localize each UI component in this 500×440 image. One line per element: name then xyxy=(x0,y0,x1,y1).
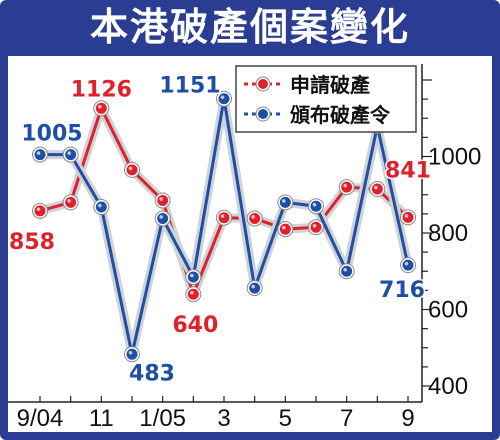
data-point xyxy=(126,164,138,176)
point-highlight xyxy=(98,203,102,208)
data-label: 858 xyxy=(9,230,55,255)
point-highlight xyxy=(282,225,286,230)
data-point xyxy=(34,205,46,217)
point-highlight xyxy=(343,267,347,272)
point-highlight xyxy=(374,185,378,190)
data-point xyxy=(95,102,107,114)
point-highlight xyxy=(67,199,71,203)
data-point xyxy=(187,271,199,283)
legend-marker xyxy=(258,109,268,119)
data-label: 640 xyxy=(172,313,218,338)
legend-label: 頒布破產令 xyxy=(289,103,391,127)
legend-label: 申請破產 xyxy=(290,73,370,97)
x-tick-label: 3 xyxy=(217,405,230,432)
point-highlight xyxy=(404,214,409,218)
x-tick-label: 5 xyxy=(279,405,292,432)
legend-box xyxy=(235,65,417,133)
data-label: 716 xyxy=(379,278,425,303)
point-highlight xyxy=(128,350,133,355)
point-highlight xyxy=(190,290,194,295)
point-highlight xyxy=(36,151,41,155)
x-tick-label: 1/05 xyxy=(139,405,186,432)
point-highlight xyxy=(251,284,255,289)
point-highlight xyxy=(220,214,225,218)
chart-title: 本港破產個案變化 xyxy=(89,5,410,49)
data-point xyxy=(218,212,230,224)
data-label: 483 xyxy=(129,361,175,386)
x-tick-label: 11 xyxy=(89,405,114,432)
data-point xyxy=(249,212,261,224)
data-label: 1151 xyxy=(159,74,220,99)
y-tick-label: 400 xyxy=(428,373,468,400)
point-highlight xyxy=(159,215,163,219)
point-highlight xyxy=(98,105,102,109)
legend-marker xyxy=(258,79,268,89)
point-highlight xyxy=(220,95,225,100)
data-point xyxy=(249,282,261,294)
point-highlight xyxy=(159,197,163,201)
data-point xyxy=(371,183,383,195)
point-highlight xyxy=(190,273,194,278)
data-point xyxy=(310,221,322,233)
data-point xyxy=(341,181,353,193)
point-highlight xyxy=(404,261,409,266)
point-highlight xyxy=(282,199,286,203)
data-label: 841 xyxy=(385,158,431,183)
data-label: 1126 xyxy=(71,77,132,102)
point-highlight xyxy=(67,151,71,155)
data-point xyxy=(402,259,414,271)
data-point xyxy=(279,196,291,208)
data-point xyxy=(279,223,291,235)
point-highlight xyxy=(36,207,41,212)
data-point xyxy=(402,211,414,223)
data-point xyxy=(65,196,77,208)
x-tick-label: 9/04 xyxy=(17,405,64,432)
data-point xyxy=(341,265,353,277)
x-tick-label: 7 xyxy=(340,405,353,432)
y-tick-label: 1000 xyxy=(428,144,481,171)
data-point xyxy=(157,194,169,206)
point-highlight xyxy=(128,166,133,171)
data-point xyxy=(95,201,107,213)
data-point xyxy=(34,149,46,161)
data-point xyxy=(187,288,199,300)
data-point xyxy=(65,149,77,161)
point-highlight xyxy=(312,223,317,228)
y-tick-label: 800 xyxy=(428,220,468,247)
x-tick-label: 9 xyxy=(401,405,414,432)
point-highlight xyxy=(343,183,347,188)
data-label: 1005 xyxy=(21,122,82,147)
data-point xyxy=(126,348,138,360)
data-point xyxy=(310,200,322,212)
y-tick-label: 600 xyxy=(428,297,468,324)
data-point xyxy=(157,212,169,224)
point-highlight xyxy=(251,215,255,219)
point-highlight xyxy=(312,202,317,207)
